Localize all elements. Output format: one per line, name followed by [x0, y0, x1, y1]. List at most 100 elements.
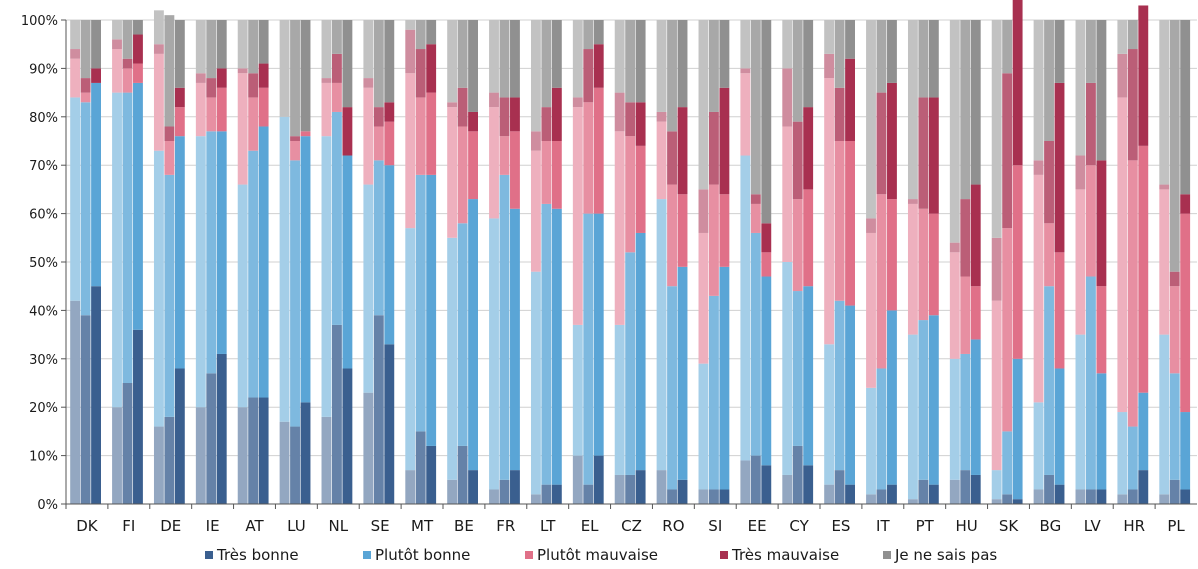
x-tick-label-fi: FI: [122, 517, 135, 535]
bar-segment-el-3-s1: [593, 213, 604, 456]
bar-segment-ie-2-s1: [206, 131, 217, 374]
bar-segment-si-1-s4: [698, 20, 709, 190]
legend-label-0: Très bonne: [216, 546, 299, 564]
bar-segment-el-1-s2: [572, 107, 583, 325]
legend-label-2: Plutôt mauvaise: [537, 546, 658, 564]
bar-segment-fi-1-s0: [112, 407, 122, 504]
bar-segment-de-1-s4: [153, 10, 164, 45]
bar-segment-ee-2-s0: [750, 455, 761, 504]
bar-segment-at-3-s0: [258, 397, 269, 504]
bar-segment-es-3-s4: [845, 20, 855, 59]
bar-segment-at-1-s1: [237, 184, 248, 408]
bar-segment-mt-2-s0: [415, 431, 426, 504]
bar-segment-cy-2-s3: [792, 121, 803, 200]
bar-segment-cz-2-s0: [625, 474, 636, 504]
bar-segment-at-2-s2: [248, 97, 259, 151]
bar-segment-at-3-s1: [258, 126, 269, 398]
bar-segment-pt-3-s2: [928, 213, 939, 316]
bar-segment-bg-1-s3: [1033, 160, 1044, 175]
bar-segment-lu-2-s3: [290, 136, 300, 141]
x-tick-label-pl: PL: [1167, 517, 1185, 535]
bar-segment-dk-3-s1: [91, 82, 101, 287]
bar-segment-be-1-s3: [447, 102, 458, 108]
bar-segment-sk-1-s2: [991, 300, 1002, 471]
y-tick-label: 30%: [29, 353, 58, 368]
bar-segment-fi-1-s4: [112, 20, 122, 40]
bar-segment-fi-3-s1: [133, 82, 143, 330]
y-tick-label: 100%: [21, 14, 58, 29]
bar-segment-lt-2-s4: [541, 20, 552, 108]
bar-segment-it-2-s2: [876, 194, 887, 369]
bar-segment-hu-3-s2: [970, 286, 981, 340]
bar-segment-el-3-s3: [593, 44, 604, 88]
x-tick-label-el: EL: [581, 517, 599, 535]
bar-segment-ro-1-s4: [656, 20, 667, 112]
bar-segment-hr-1-s0: [1117, 494, 1128, 504]
bar-segment-es-2-s3: [834, 87, 845, 141]
bar-segment-lt-3-s4: [551, 20, 562, 88]
bar-segment-pt-3-s0: [928, 484, 939, 504]
y-tick-label: 10%: [29, 450, 58, 465]
bar-segment-mt-1-s1: [405, 228, 416, 471]
bar-segment-dk-1-s1: [70, 97, 81, 301]
bar-segment-es-3-s2: [845, 141, 855, 306]
bar-segment-mt-2-s4: [415, 20, 426, 50]
bar-segment-de-1-s1: [153, 150, 164, 427]
bar-segment-at-1-s4: [237, 20, 248, 69]
bar-segment-bg-2-s2: [1044, 223, 1054, 287]
bar-segment-si-2-s4: [708, 20, 719, 112]
bar-segment-el-3-s2: [593, 87, 604, 214]
bar-segment-ie-3-s2: [216, 87, 227, 132]
bar-segment-ro-3-s3: [677, 107, 688, 195]
bar-segment-it-3-s3: [887, 82, 897, 200]
bar-segment-sk-3-s3: [1012, 0, 1023, 166]
bar-segment-lv-3-s0: [1096, 489, 1107, 504]
bar-segment-el-3-s0: [593, 455, 604, 504]
bar-segment-it-3-s0: [887, 484, 897, 504]
bar-segment-sk-2-s1: [1002, 431, 1013, 495]
bar-segment-pt-2-s3: [918, 97, 929, 209]
bar-segment-fr-2-s2: [499, 136, 510, 175]
x-tick-label-hr: HR: [1123, 517, 1145, 535]
bar-segment-mt-1-s3: [405, 29, 416, 74]
bar-segment-at-2-s4: [248, 20, 259, 74]
bar-segment-cz-1-s4: [614, 20, 625, 93]
bar-segment-dk-2-s0: [80, 315, 91, 504]
bar-segment-bg-3-s2: [1054, 252, 1065, 369]
bar-segment-fi-3-s3: [133, 34, 143, 64]
bar-segment-hu-2-s1: [960, 353, 971, 471]
bar-segment-cy-3-s3: [803, 107, 814, 190]
bar-segment-cy-2-s2: [792, 199, 803, 292]
bar-segment-el-1-s1: [572, 324, 583, 456]
bar-segment-bg-1-s1: [1033, 402, 1044, 490]
bar-segment-se-3-s0: [384, 344, 395, 504]
bar-segment-de-2-s2: [164, 141, 175, 175]
bar-segment-se-1-s2: [363, 87, 374, 185]
bar-segment-fr-1-s2: [489, 107, 499, 219]
bar-segment-hr-3-s2: [1138, 145, 1149, 393]
bar-segment-es-1-s4: [824, 20, 835, 54]
bar-segment-ro-2-s3: [667, 131, 677, 185]
bar-segment-lt-3-s1: [551, 208, 562, 485]
bar-segment-hu-1-s0: [949, 479, 960, 504]
bar-segment-nl-1-s3: [321, 78, 332, 83]
bar-segment-fi-2-s4: [122, 20, 133, 59]
bar-segment-it-2-s3: [876, 92, 887, 195]
bar-segment-cz-1-s1: [614, 324, 625, 475]
bar-segment-pl-3-s2: [1180, 213, 1191, 413]
bar-segment-it-3-s4: [887, 20, 897, 83]
y-tick-label: 60%: [29, 208, 58, 223]
bar-segment-fr-2-s3: [499, 97, 510, 137]
bar-segment-lt-2-s2: [541, 141, 552, 204]
bar-segment-ie-1-s2: [195, 82, 206, 137]
bar-segment-lu-3-s2: [300, 131, 311, 137]
bar-segment-ee-3-s1: [761, 276, 772, 466]
bar-segment-hr-1-s4: [1117, 20, 1128, 54]
bar-segment-nl-2-s1: [331, 111, 342, 325]
bar-segment-ie-3-s3: [216, 68, 227, 88]
bar-segment-ie-2-s0: [206, 373, 217, 504]
bar-segment-be-3-s2: [468, 131, 478, 200]
bar-segment-ie-1-s4: [195, 20, 206, 74]
bar-segment-pt-3-s1: [928, 315, 939, 485]
bar-segment-mt-3-s3: [426, 44, 437, 93]
